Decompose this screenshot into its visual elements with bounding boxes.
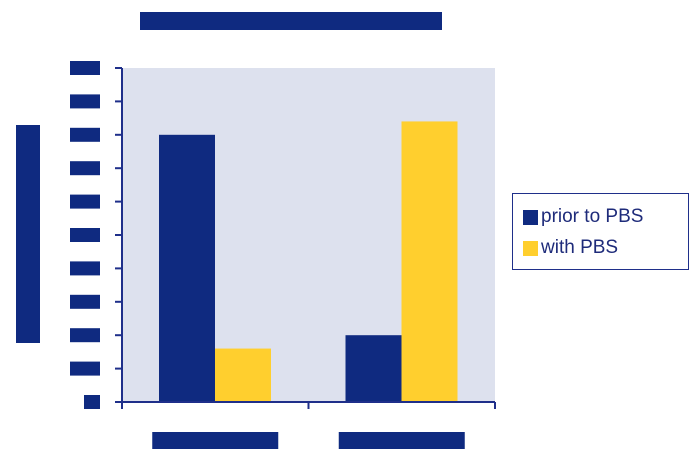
redacted-title bbox=[140, 12, 442, 30]
legend-label-prior-to-pbs: prior to PBS bbox=[541, 206, 644, 227]
redacted-y-tick-label-100 bbox=[70, 61, 100, 75]
redacted-y-axis-label bbox=[16, 125, 40, 343]
redacted-category-label-2 bbox=[338, 432, 465, 449]
redacted-y-tick-label-70 bbox=[70, 161, 100, 176]
legend-swatch-prior-to-pbs bbox=[523, 209, 538, 225]
legend-swatch-with-pbs bbox=[523, 240, 538, 256]
redacted-y-tick-label-40 bbox=[70, 261, 100, 276]
redacted-y-tick-label-50 bbox=[70, 228, 100, 242]
legend-item-with-pbs: with PBS bbox=[523, 235, 618, 261]
bar-prior-to-pbs-cat1 bbox=[159, 134, 215, 403]
redacted-y-tick-label-0 bbox=[84, 395, 100, 409]
redacted-y-tick-label-10 bbox=[70, 361, 100, 376]
bar-with-pbs-cat1 bbox=[215, 348, 271, 402]
redacted-labels bbox=[16, 12, 465, 449]
redacted-category-label-1 bbox=[152, 432, 279, 449]
bar-with-pbs-cat2 bbox=[401, 121, 458, 402]
redacted-y-tick-label-80 bbox=[70, 127, 100, 142]
axes-group bbox=[115, 67, 496, 409]
redacted-y-tick-label-20 bbox=[70, 328, 100, 343]
legend-label-with-pbs: with PBS bbox=[541, 237, 619, 258]
redacted-y-tick-label-60 bbox=[70, 194, 100, 209]
bar-prior-to-pbs-cat2 bbox=[345, 335, 402, 402]
bars-group bbox=[159, 121, 458, 403]
legend: prior to PBS with PBS bbox=[512, 193, 689, 270]
redacted-y-tick-label-30 bbox=[70, 294, 100, 309]
legend-item-prior-to-pbs: prior to PBS bbox=[523, 204, 643, 230]
redacted-y-tick-label-90 bbox=[70, 94, 100, 109]
